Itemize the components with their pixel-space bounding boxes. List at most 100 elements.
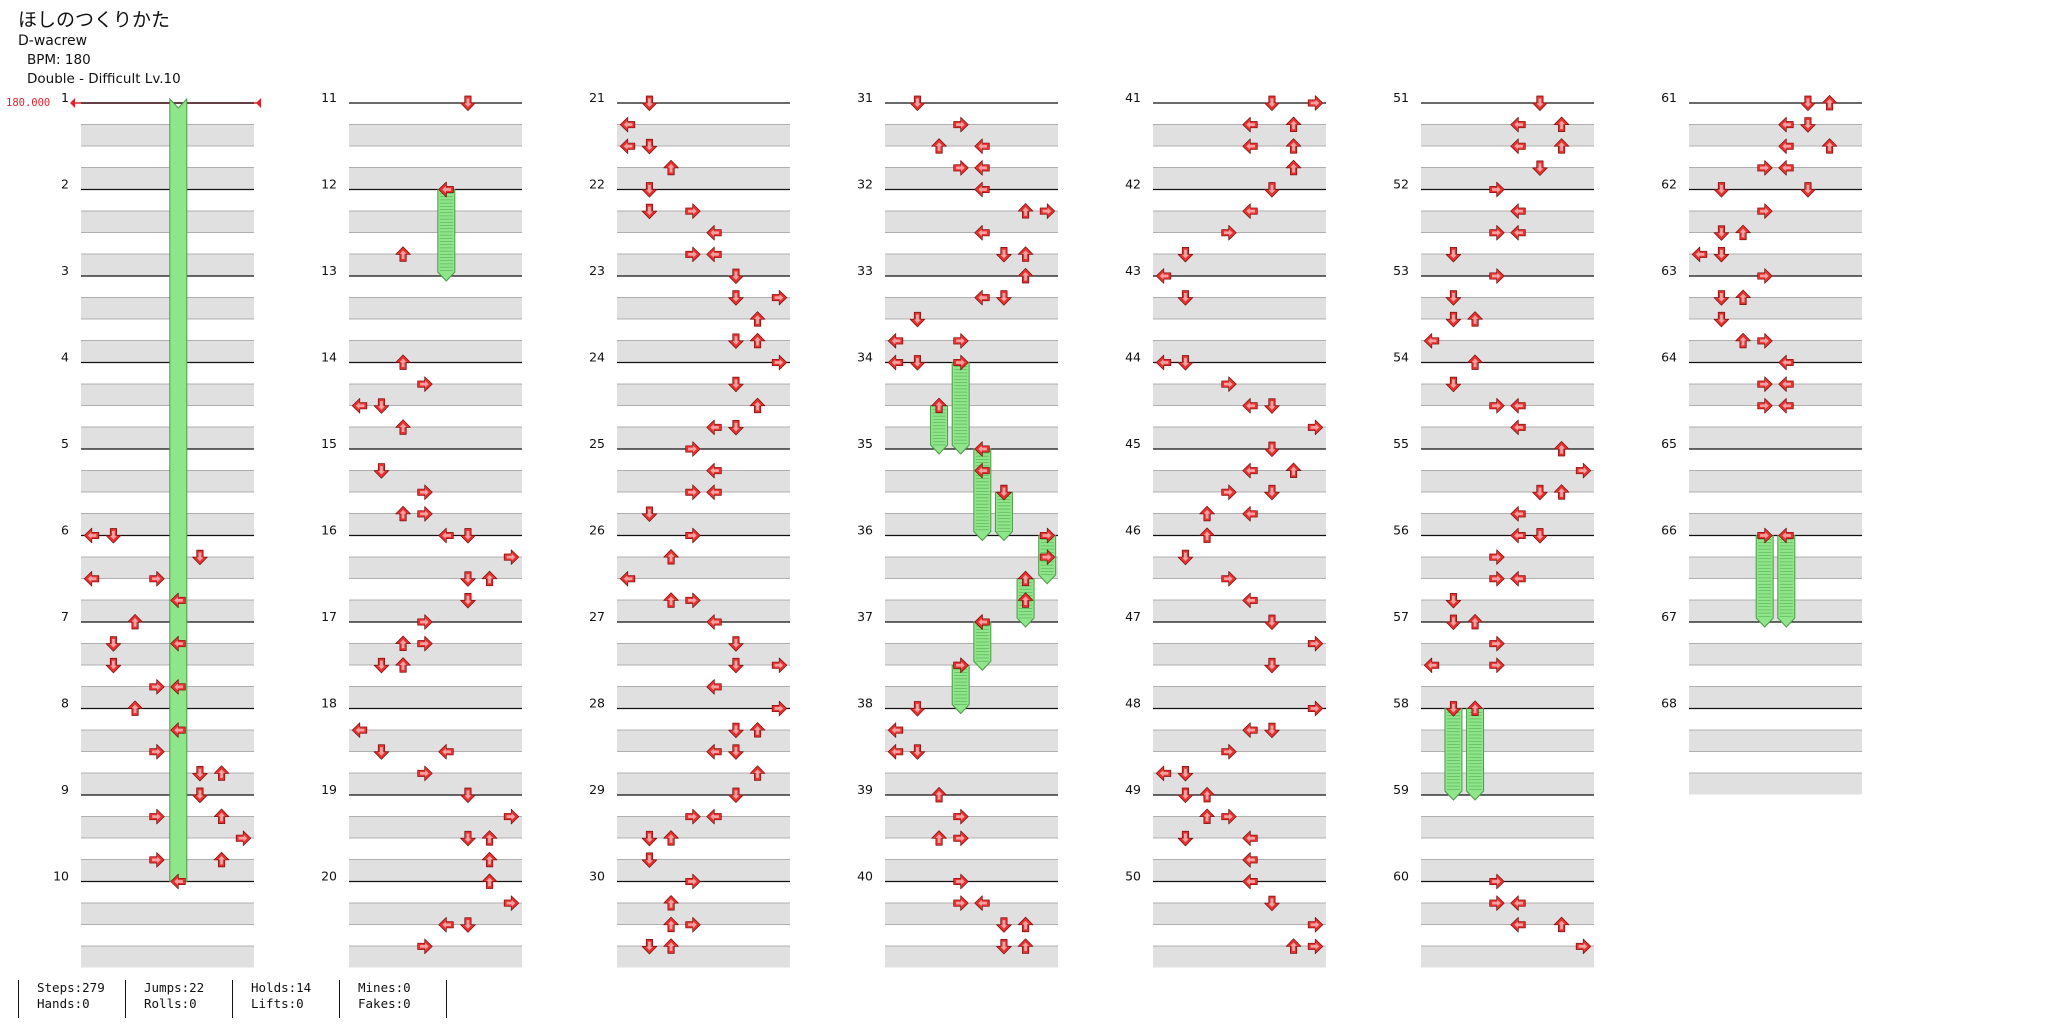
beat-band [349, 686, 522, 708]
step-arrow-up [1285, 116, 1302, 132]
beat-band [349, 297, 522, 319]
step-arrow-left [706, 744, 722, 760]
beat-band [349, 340, 522, 362]
step-arrow-up [395, 657, 411, 673]
step-arrow-down [996, 484, 1012, 501]
measure-68: 68 [1661, 696, 1862, 795]
measure-number: 3 [61, 263, 69, 278]
step-arrow-up [663, 592, 679, 608]
step-arrow-down [996, 939, 1012, 955]
step-arrow-right [685, 527, 701, 544]
step-arrow-up [481, 830, 498, 846]
measure-24: 24 [589, 350, 790, 449]
beat-band [349, 859, 522, 881]
measure-number: 51 [1393, 90, 1409, 105]
step-arrow-up [1735, 289, 1751, 305]
measure-number: 47 [1125, 609, 1141, 624]
step-arrow-left [706, 419, 722, 436]
beat-band [1153, 600, 1326, 622]
step-arrow-up [1735, 332, 1751, 349]
measure-28: 28 [589, 696, 790, 795]
step-arrow-right [1489, 657, 1505, 673]
measure-17: 17 [321, 609, 522, 708]
step-arrow-left [1510, 116, 1526, 133]
measure-53: 53 [1393, 263, 1594, 362]
hold-head-arrow [1778, 527, 1794, 544]
step-arrow-right [1757, 333, 1773, 349]
measure-number: 49 [1125, 782, 1141, 797]
step-arrow-right [417, 484, 433, 500]
step-arrow-down [909, 355, 926, 371]
measure-number: 45 [1125, 436, 1141, 451]
measure-number: 11 [321, 90, 337, 105]
beat-band [885, 686, 1058, 708]
song-header: ほしのつくりかた D-wacrew BPM: 180 Double - Diff… [18, 8, 181, 89]
step-chart: 1234567891011121314151617181920212223242… [53, 90, 1862, 968]
measure-number: 23 [589, 263, 605, 278]
measure-number: 65 [1661, 436, 1677, 451]
hold-note [1016, 578, 1035, 628]
step-arrow-right [1757, 398, 1773, 414]
step-arrow-left [974, 895, 990, 911]
beat-band [1421, 513, 1594, 535]
step-arrow-right [1307, 419, 1324, 436]
step-arrow-down [1445, 376, 1462, 393]
hold-note [1038, 535, 1057, 585]
step-arrow-left [1510, 225, 1526, 241]
step-arrow-down [1264, 398, 1280, 414]
stat-lifts: Lifts:0 [251, 995, 304, 1011]
beat-band [1153, 557, 1326, 579]
beat-band [617, 643, 790, 665]
beat-band [81, 816, 254, 838]
step-arrow-right [685, 441, 701, 457]
measure-number: 35 [857, 436, 873, 451]
step-arrow-down [728, 722, 744, 739]
step-arrow-down [1445, 311, 1462, 328]
step-arrow-right [1221, 225, 1237, 241]
measure-number: 15 [321, 436, 337, 451]
step-arrow-left [1510, 203, 1526, 219]
step-arrow-left [706, 225, 722, 241]
beat-band [1153, 773, 1326, 795]
measure-number: 20 [321, 869, 337, 884]
stat-steps: Steps:279 [37, 980, 105, 995]
step-arrow-down [1177, 247, 1194, 263]
hold-head-arrow [438, 181, 454, 198]
step-arrow-up [395, 246, 411, 262]
beat-band [617, 470, 790, 492]
step-arrow-down [641, 138, 658, 155]
measure-number: 29 [589, 782, 605, 797]
step-arrow-left [974, 289, 990, 306]
measure-number: 46 [1125, 523, 1141, 538]
beat-band [1153, 167, 1326, 189]
measure-number: 16 [321, 523, 337, 538]
beat-band [617, 903, 790, 925]
step-arrow-down [1177, 766, 1194, 782]
beat-band [1421, 773, 1594, 795]
step-arrow-down [192, 787, 208, 803]
step-arrow-left [1242, 116, 1258, 133]
step-arrow-down [728, 657, 744, 674]
step-arrow-right [953, 830, 969, 846]
step-arrow-up [395, 635, 411, 651]
step-arrow-down [641, 95, 658, 111]
step-arrow-down [641, 182, 658, 198]
step-arrow-up [213, 808, 230, 824]
measure-number: 38 [857, 696, 873, 711]
measure-19: 19 [321, 782, 522, 881]
step-arrow-right [1489, 895, 1505, 911]
step-arrow-down [1177, 787, 1194, 803]
beat-band [81, 167, 254, 189]
beat-band [617, 340, 790, 362]
beat-band [885, 427, 1058, 449]
step-arrow-left [1510, 895, 1526, 911]
step-arrow-left [1423, 333, 1440, 349]
measure-number: 9 [61, 782, 69, 797]
step-arrow-right [417, 506, 433, 522]
step-arrow-left [1778, 376, 1794, 392]
measure-35: 35 [857, 436, 1058, 535]
measure-20: 20 [321, 869, 522, 968]
beat-band [349, 211, 522, 233]
step-arrow-down [192, 766, 208, 782]
step-arrow-up [481, 873, 498, 889]
